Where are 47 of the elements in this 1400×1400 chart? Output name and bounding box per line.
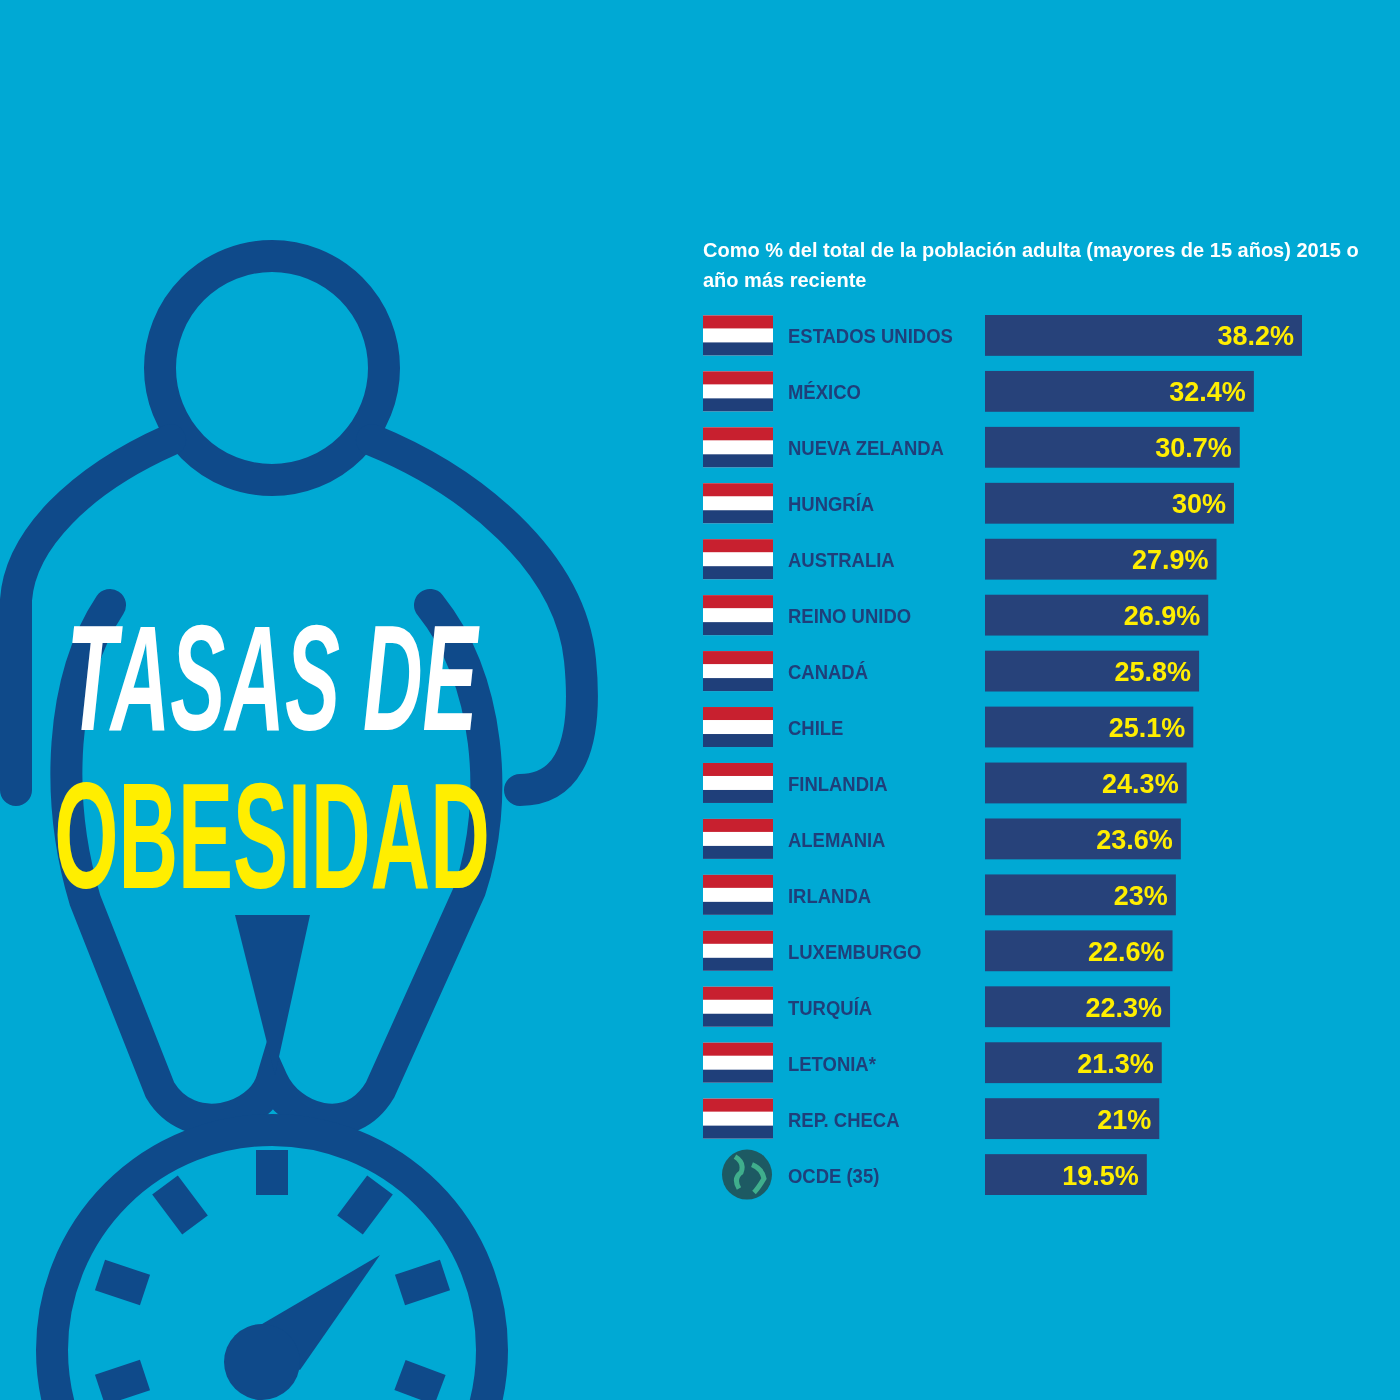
data-label: 30.7% (1155, 433, 1232, 464)
y-tick-label: REINO UNIDO (788, 604, 912, 628)
data-label: 21% (1097, 1104, 1152, 1135)
data-label: 22.3% (1085, 992, 1163, 1023)
text: TASAS DE OBESIDAD (54, 593, 490, 921)
y-tick-label: NUEVA ZELANDA (788, 436, 944, 460)
y-tick-label: FINLANDIA (788, 771, 888, 796)
y-tick-label: LETONIA* (788, 1051, 877, 1075)
data-label: 32.4% (1169, 377, 1246, 408)
data-label: 22.6% (1087, 936, 1165, 967)
bar (985, 538, 1217, 580)
data-label: 25.1% (1108, 713, 1186, 744)
y-tick-label: CANADÁ (788, 659, 869, 684)
bar (985, 930, 1173, 972)
data-label: 30% (1171, 489, 1226, 520)
bar (985, 594, 1209, 636)
y-tick-label: REP. CHECA (788, 1107, 900, 1131)
y-tick-label: OCDE (35) (788, 1163, 880, 1187)
data-label: 24.3% (1102, 768, 1179, 799)
y-tick-label: ESTADOS UNIDOS (788, 324, 953, 348)
data-label: 23.6% (1096, 824, 1173, 855)
bar (985, 1042, 1162, 1084)
bar (985, 426, 1240, 468)
bar (985, 370, 1254, 412)
bar (985, 818, 1181, 860)
y-tick-label: CHILE (788, 715, 844, 740)
y-tick-label: MÉXICO (788, 380, 861, 404)
bar (985, 986, 1171, 1028)
y-tick-label: AUSTRALIA (788, 548, 895, 572)
data-label: 19.5% (1062, 1160, 1139, 1191)
data-label: 21.3% (1077, 1048, 1154, 1079)
chart-subtitle: Como % del total de la población adulta (mayores de 15 años) 2015 o año más reciente (703, 239, 1359, 291)
y-tick-label: IRLANDA (788, 883, 872, 908)
data-label: 27.9% (1131, 545, 1209, 576)
y-tick-label: HUNGRÍA (788, 492, 875, 516)
bar (985, 482, 1234, 524)
y-tick-label: ALEMANIA (788, 827, 886, 852)
data-label: 25.8% (1114, 657, 1192, 688)
y-tick-label: TURQUÍA (788, 995, 873, 1019)
data-label: 23% (1113, 880, 1168, 911)
data-label: 26.9% (1123, 601, 1201, 632)
y-tick-label: LUXEMBURGO (788, 939, 922, 964)
bar (985, 874, 1176, 916)
data-label: 38.2% (1217, 321, 1294, 352)
bar (985, 650, 1200, 692)
bar (985, 1098, 1160, 1140)
bar (985, 315, 1302, 356)
